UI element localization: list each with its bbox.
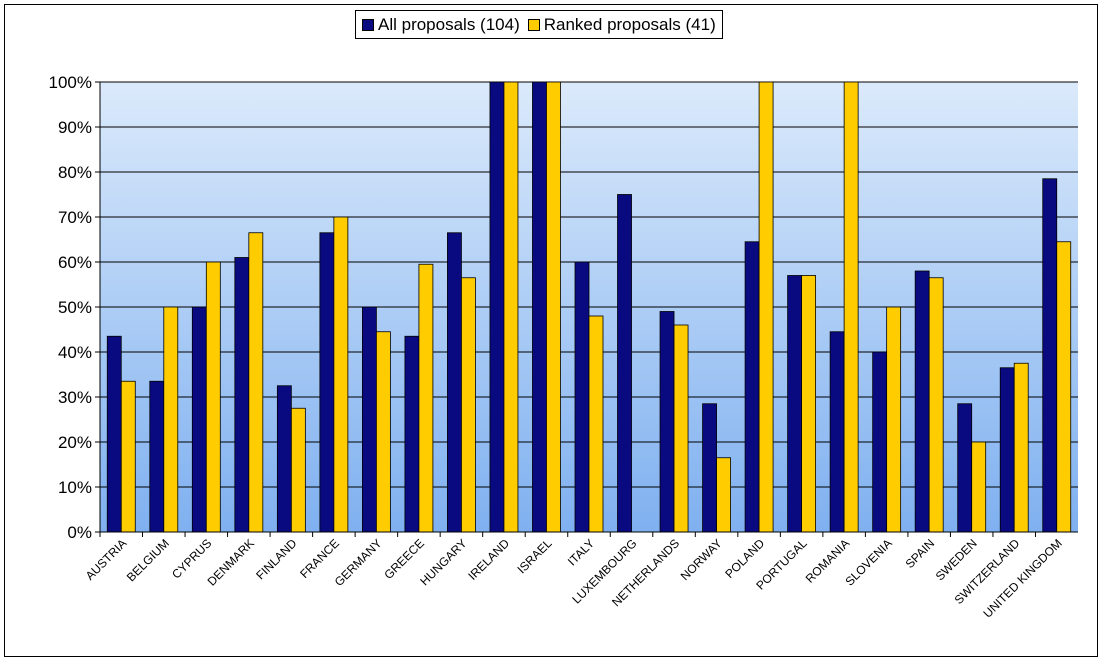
y-tick-label: 20% <box>58 433 92 452</box>
y-tick-label: 30% <box>58 388 92 407</box>
legend-swatch-all-proposals <box>362 18 374 31</box>
y-tick-label: 10% <box>58 478 92 497</box>
bar-ranked-proposals-sweden <box>971 441 987 533</box>
bar-all-proposals-switzerland <box>999 367 1015 533</box>
x-tick-label: IRELAND <box>465 536 512 583</box>
bar-ranked-proposals-cyprus <box>205 261 221 533</box>
bar-ranked-proposals-norway <box>716 457 731 533</box>
bar-all-proposals-sweden <box>957 403 973 533</box>
bar-ranked-proposals-portugal <box>801 275 817 533</box>
bar-ranked-proposals-hungary <box>461 277 476 533</box>
bar-ranked-proposals-netherlands <box>673 324 689 533</box>
bar-ranked-proposals-switzerland <box>1013 362 1029 533</box>
legend-item-ranked-proposals: Ranked proposals (41) <box>527 14 716 35</box>
bar-ranked-proposals-finland <box>290 407 306 533</box>
bar-ranked-proposals-israel <box>546 81 561 533</box>
bar-all-proposals-hungary <box>447 232 462 533</box>
bar-all-proposals-romania <box>829 331 845 533</box>
x-tick-label: FINLAND <box>253 536 299 582</box>
bar-ranked-proposals-slovenia <box>886 306 902 533</box>
legend-item-all-proposals: All proposals (104) <box>362 15 520 35</box>
chart-legend: All proposals (104) Ranked proposals (41… <box>355 10 723 39</box>
bar-ranked-proposals-france <box>333 216 349 533</box>
legend-label-all-proposals: All proposals (104) <box>378 14 520 34</box>
bar-all-proposals-france <box>319 232 335 533</box>
bar-all-proposals-denmark <box>234 257 250 533</box>
x-tick-label: DENMARK <box>205 536 257 588</box>
bar-all-proposals-italy <box>574 261 590 533</box>
bar-all-proposals-portugal <box>787 275 803 533</box>
legend-label-ranked-proposals: Ranked proposals (41) <box>543 14 716 34</box>
y-tick-label: 40% <box>58 343 92 362</box>
y-tick-label: 50% <box>58 298 92 317</box>
bar-all-proposals-luxembourg <box>617 194 632 533</box>
bar-all-proposals-cyprus <box>191 306 207 533</box>
bar-all-proposals-slovenia <box>872 351 888 533</box>
x-tick-label: UNITED KINGDOM <box>980 536 1064 620</box>
bar-ranked-proposals-greece <box>418 263 434 533</box>
bar-ranked-proposals-denmark <box>248 232 264 533</box>
x-tick-label: ITALY <box>565 536 597 568</box>
x-tick-label: NORWAY <box>678 536 725 583</box>
bar-all-proposals-netherlands <box>659 311 675 533</box>
x-tick-label: HUNGARY <box>417 536 469 588</box>
y-tick-label: 80% <box>58 163 92 182</box>
bar-all-proposals-ireland <box>489 81 505 533</box>
bar-ranked-proposals-spain <box>928 277 944 533</box>
bar-all-proposals-norway <box>702 403 717 533</box>
bar-ranked-proposals-romania <box>843 81 859 533</box>
bar-all-proposals-austria <box>106 335 122 533</box>
y-tick-label: 70% <box>58 208 92 227</box>
bar-ranked-proposals-united-kingdom <box>1056 241 1072 533</box>
y-tick-label: 60% <box>58 253 92 272</box>
bar-all-proposals-greece <box>404 335 420 533</box>
bar-all-proposals-spain <box>914 270 930 533</box>
y-tick-label: 90% <box>58 118 92 137</box>
bar-all-proposals-united-kingdom <box>1042 178 1058 533</box>
x-tick-label: BELGIUM <box>124 536 172 584</box>
bar-ranked-proposals-belgium <box>163 306 179 533</box>
bar-all-proposals-belgium <box>149 380 165 533</box>
y-tick-label: 0% <box>67 523 92 542</box>
x-tick-label: SPAIN <box>903 536 938 571</box>
legend-swatch-ranked-proposals <box>527 18 540 31</box>
bar-all-proposals-israel <box>532 81 547 533</box>
bar-all-proposals-finland <box>276 385 292 533</box>
bar-all-proposals-germany <box>361 306 377 533</box>
x-tick-label: ISRAEL <box>515 536 555 576</box>
y-tick-label: 100% <box>49 73 92 92</box>
bar-ranked-proposals-italy <box>588 315 604 533</box>
x-tick-label: AUSTRIA <box>83 536 130 583</box>
bar-ranked-proposals-poland <box>758 81 774 533</box>
bar-ranked-proposals-ireland <box>503 81 519 533</box>
bar-ranked-proposals-germany <box>375 331 391 533</box>
bar-ranked-proposals-austria <box>120 380 136 533</box>
bar-all-proposals-poland <box>744 241 760 533</box>
x-tick-label: SLOVENIA <box>842 536 894 588</box>
